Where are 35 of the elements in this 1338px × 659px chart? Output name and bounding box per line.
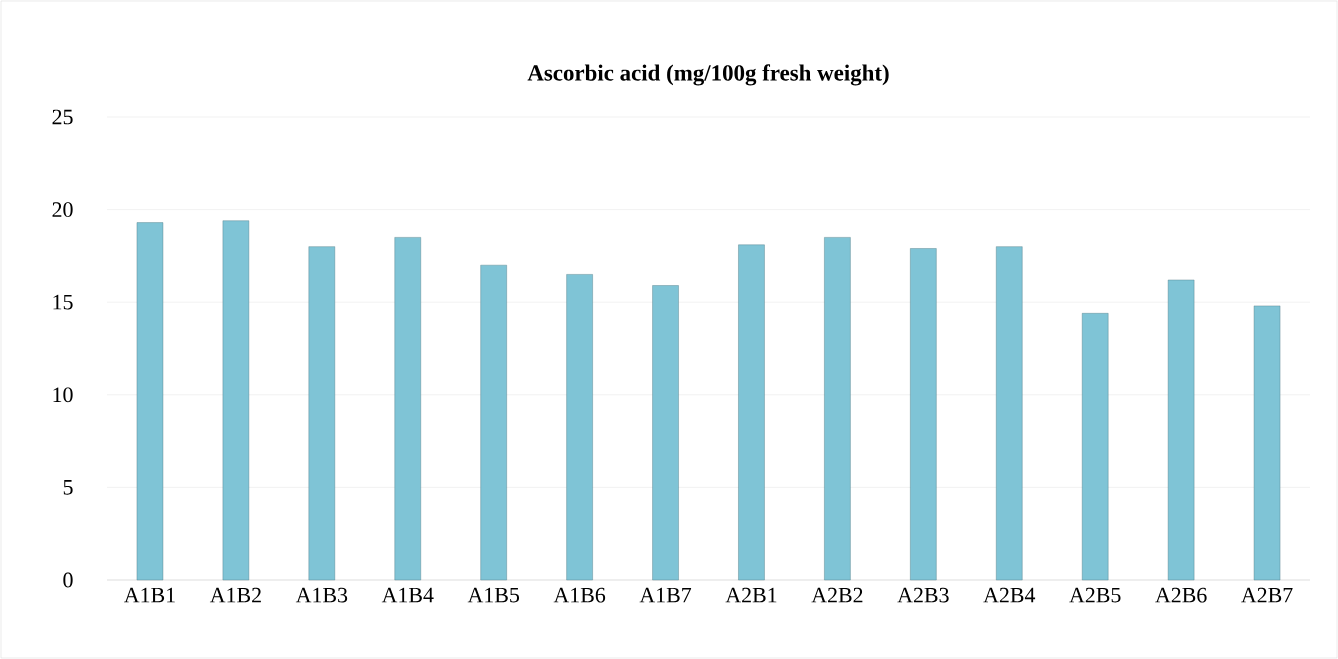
bar — [910, 248, 937, 581]
bar — [824, 237, 851, 581]
x-tick-label: A1B7 — [639, 587, 692, 603]
x-tick-label: A1B1 — [124, 587, 175, 603]
y-tick-label: 10 — [53, 387, 73, 403]
x-tick-label: A1B2 — [209, 587, 261, 603]
x-tick-label: A2B3 — [897, 587, 949, 603]
bar — [652, 285, 679, 581]
bar — [222, 220, 250, 581]
x-tick-label: A2B6 — [1155, 587, 1207, 603]
bar — [566, 274, 593, 581]
y-tick-label: 25 — [52, 109, 73, 125]
x-tick-label: A1B4 — [381, 587, 434, 603]
chart-title: Ascorbic acid (mg/100g fresh weight) — [527, 64, 889, 86]
x-tick-label: A2B7 — [1241, 587, 1293, 603]
x-tick-label: A1B6 — [553, 587, 606, 603]
x-tick-label: A1B5 — [467, 587, 520, 603]
y-tick-label: 0 — [63, 572, 73, 588]
x-tick-label: A2B2 — [811, 587, 863, 603]
bar — [996, 246, 1023, 581]
bar — [308, 246, 336, 581]
y-tick-label: 5 — [63, 480, 73, 495]
x-tick-label: A2B1 — [725, 587, 777, 603]
bar — [1081, 313, 1109, 581]
y-tick-label: 20 — [52, 202, 73, 217]
y-tick-label: 15 — [53, 294, 73, 310]
x-tick-label: A1B3 — [295, 587, 348, 603]
x-tick-label: A2B4 — [983, 587, 1036, 603]
bar — [1253, 305, 1281, 581]
bar — [394, 237, 421, 581]
x-tick-label: A2B5 — [1069, 587, 1121, 603]
bar — [738, 244, 765, 581]
bar — [1167, 279, 1195, 581]
bar — [480, 264, 507, 581]
bar — [136, 222, 164, 581]
